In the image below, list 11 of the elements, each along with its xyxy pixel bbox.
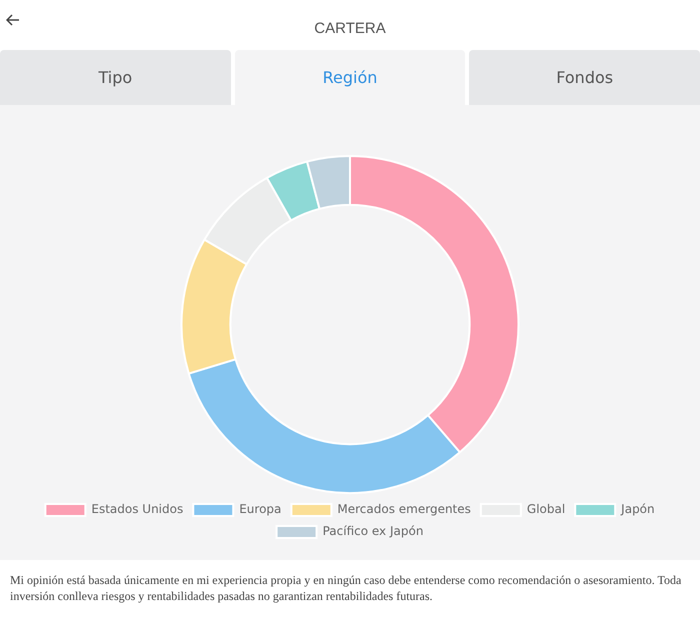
legend-label: Mercados emergentes [337,502,471,516]
text: Tipo [0,50,231,105]
chart-title: CARTERA [313,20,387,37]
legend-label: Japón [620,502,655,516]
text: Fondos [469,50,700,105]
legend-label: Pacífico ex Japón [322,524,424,538]
text: Mi opinión está basada únicamente en mi experiencia propia y en ningún caso debe entenderse como recomendación o asesoramiento. Toda inversión conlleva riesgos y rentabilidades pasadas no garantizan rentabilidades futuras. [9,572,682,605]
text: Región [234,50,466,105]
legend-label: Europa [239,502,282,516]
legend-label: Global [526,502,566,516]
legend-label: Estados Unidos [91,502,184,516]
